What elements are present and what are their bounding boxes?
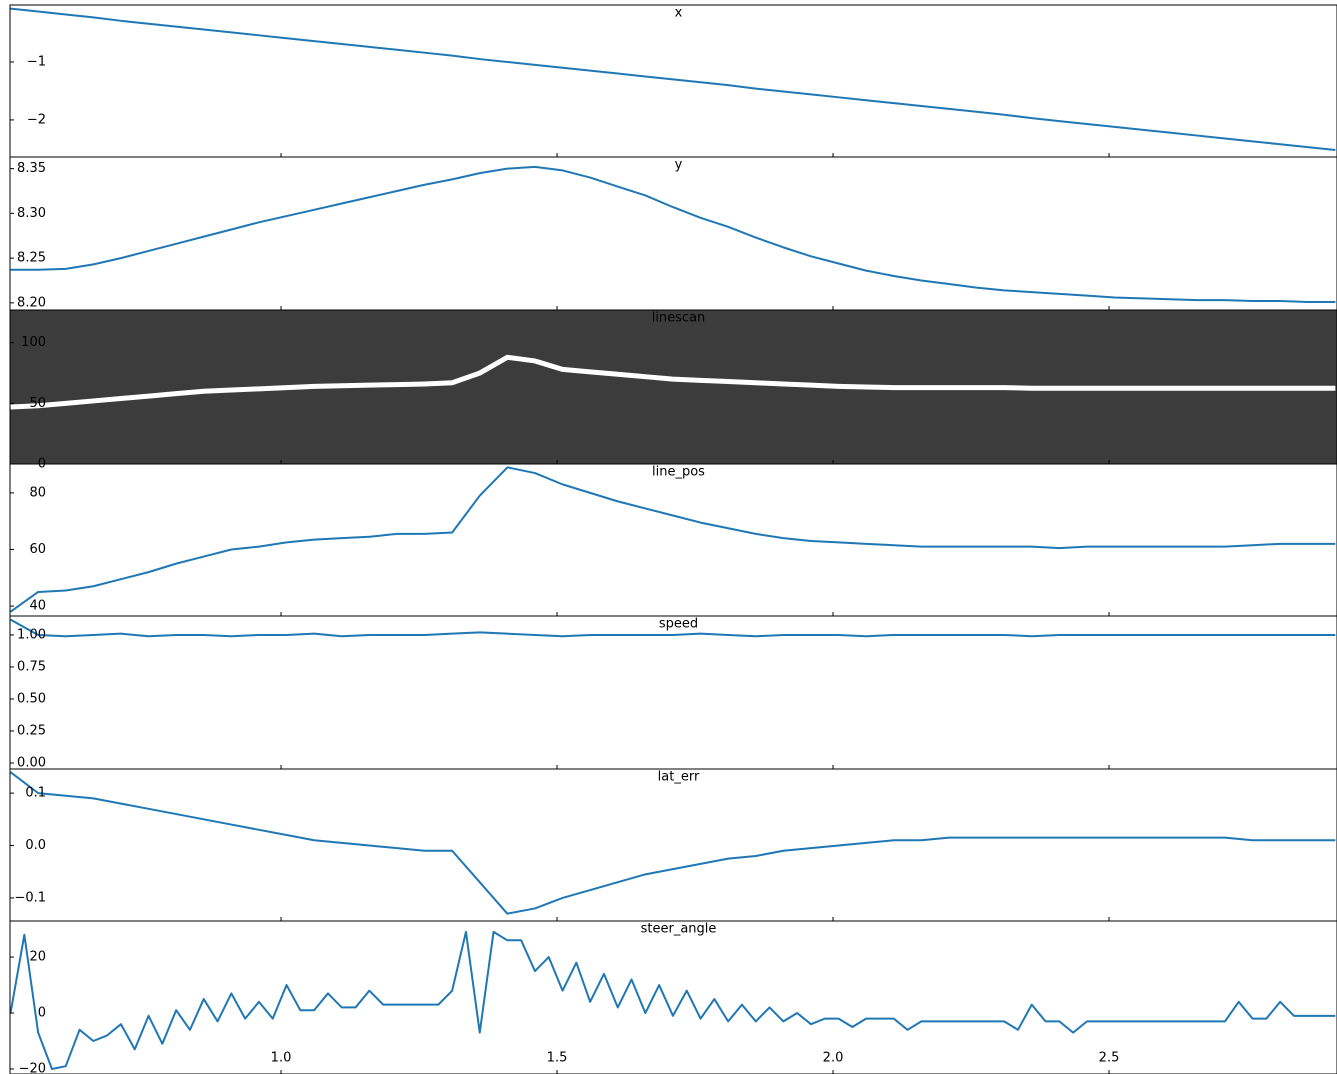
axes-frame [10, 921, 1337, 1074]
y-tick-label: −20 [19, 1061, 46, 1074]
x-tick-label: 2.5 [1099, 1051, 1120, 1066]
axes-frame [10, 157, 1337, 310]
y-tick-label: 40 [29, 599, 46, 614]
axes-frame [10, 5, 1337, 157]
panel-title: line_pos [652, 465, 705, 480]
y-tick-label: 8.20 [17, 295, 46, 310]
y-tick-label: 0.00 [17, 755, 46, 770]
panel: y 8.35 8.30 8.25 8.20 [10, 157, 1337, 310]
x-tick-label: 1.0 [271, 1051, 292, 1066]
y-tick-label: 20 [29, 950, 46, 965]
panel: speed 1.00 0.75 0.50 0.25 0.00 [10, 616, 1337, 770]
y-tick-label: 0.25 [17, 723, 46, 738]
data-line [11, 932, 1336, 1069]
data-line [11, 9, 1336, 150]
axes-frame [10, 464, 1337, 616]
plot-area [11, 167, 1336, 302]
panel: steer_angle 20 0 −20 1.0 1.5 2.0 2.5 [10, 921, 1337, 1074]
y-tick-label: 100 [21, 335, 46, 350]
panel-title: y [675, 158, 683, 173]
panel-title: steer_angle [641, 922, 717, 937]
x-tick-label: 1.5 [547, 1051, 568, 1066]
panel: x −1 −2 [10, 5, 1337, 157]
panel: lat_err 0.1 0.0 −0.1 [10, 769, 1337, 921]
axes-frame [10, 616, 1337, 769]
y-tick-label: 80 [29, 485, 46, 500]
data-line [11, 167, 1336, 302]
y-tick-label: 8.35 [17, 161, 46, 176]
y-tick-label: 8.30 [17, 206, 46, 221]
panel-title: speed [659, 617, 698, 632]
y-tick-label: 0.1 [25, 786, 46, 801]
y-tick-label: 50 [29, 396, 46, 411]
y-tick-label: 60 [29, 542, 46, 557]
y-tick-label: −2 [27, 112, 46, 127]
y-tick-label: −1 [27, 54, 46, 69]
y-tick-label: 0.50 [17, 691, 46, 706]
axes-frame [10, 769, 1337, 921]
y-tick-label: 0.0 [25, 838, 46, 853]
plot-area [11, 932, 1336, 1069]
x-tick-label: 2.0 [823, 1051, 844, 1066]
panel-title: lat_err [658, 770, 700, 785]
plot-area [10, 310, 1337, 464]
y-tick-label: 0.75 [17, 659, 46, 674]
panel-title: linescan [652, 311, 706, 326]
figure: x −1 −2 y 8.35 8.30 8.25 8.20 linescan 100 50 0 line… [0, 0, 1337, 1074]
plot-area [11, 9, 1336, 150]
panel-title: x [675, 6, 683, 21]
panel: line_pos 80 60 40 [10, 464, 1337, 616]
plot-area [11, 467, 1336, 611]
y-tick-label: 1.00 [17, 627, 46, 642]
data-line [11, 467, 1336, 611]
plot-area [11, 772, 1336, 914]
data-line [11, 772, 1336, 914]
y-tick-label: 8.25 [17, 251, 46, 266]
y-tick-label: −0.1 [14, 890, 46, 905]
y-tick-label: 0 [38, 1006, 46, 1021]
